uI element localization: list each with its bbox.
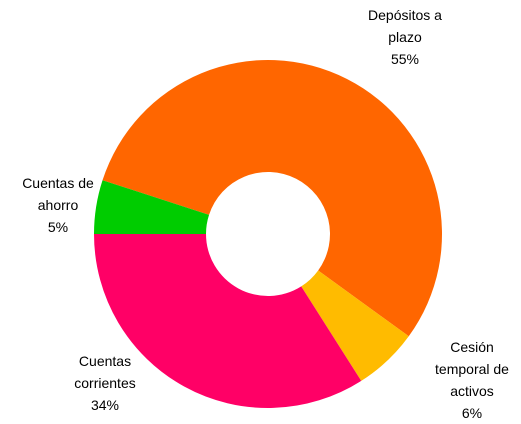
- slice-label: Cesión temporal de activos: [435, 339, 509, 399]
- donut-slice: [93, 234, 362, 409]
- label-line: temporal de: [435, 361, 509, 377]
- label-line: plazo: [388, 29, 422, 45]
- donut-slice: [301, 270, 409, 381]
- label-line: Depósitos a: [368, 7, 442, 23]
- label-line: activos: [450, 383, 494, 399]
- donut-slice: [102, 59, 443, 337]
- label-line: Cuentas de: [22, 175, 94, 191]
- slice-value-label: 6%: [462, 405, 482, 421]
- slice-label: Cuentas corrientes: [74, 353, 135, 391]
- label-line: corrientes: [74, 375, 135, 391]
- slice-label: Cuentas de ahorro: [22, 175, 94, 213]
- label-line: Cesión: [450, 339, 494, 355]
- label-line: Cuentas: [79, 353, 131, 369]
- slice-label: Depósitos a plazo: [368, 7, 442, 45]
- donut-slice: [94, 180, 210, 234]
- slice-value-label: 34%: [91, 397, 119, 413]
- label-line: ahorro: [38, 197, 79, 213]
- slice-value-label: 5%: [48, 219, 68, 235]
- slice-value-label: 55%: [391, 51, 419, 67]
